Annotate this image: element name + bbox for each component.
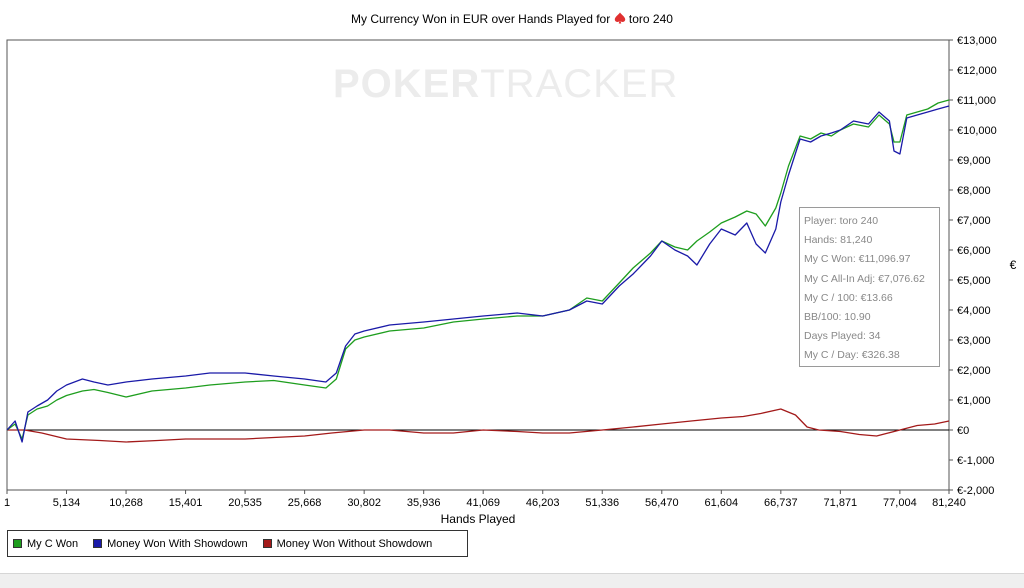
y-tick-label: €6,000 [957, 245, 991, 257]
chart-title: My Currency Won in EUR over Hands Played… [0, 12, 1024, 26]
tooltip-player: Player: toro 240 [804, 215, 879, 227]
chart-title-player: toro 240 [628, 12, 673, 26]
x-tick-label: 71,871 [824, 497, 858, 509]
y-tick-label: €10,000 [957, 125, 997, 137]
y-tick-label: €-2,000 [957, 485, 994, 497]
stats-tooltip: Player: toro 240 Hands: 81,240 My C Won:… [799, 207, 940, 367]
legend-item-without-showdown[interactable]: Money Won Without Showdown [262, 537, 433, 550]
y-axis-title: € [1010, 258, 1017, 272]
series-line-money-won-without-showdown [7, 408, 950, 443]
x-tick-label: 56,470 [645, 497, 679, 509]
y-tick-label: €2,000 [957, 365, 991, 377]
x-tick-label: 51,336 [585, 497, 619, 509]
x-tick-label: 15,401 [169, 497, 203, 509]
y-tick-label: €5,000 [957, 275, 991, 287]
legend-item-with-showdown[interactable]: Money Won With Showdown [93, 537, 248, 550]
window-bottom-bar [0, 573, 1024, 588]
x-tick-label: 25,668 [288, 497, 322, 509]
legend-label: Money Won Without Showdown [276, 537, 433, 550]
y-tick-label: €1,000 [957, 395, 991, 407]
tooltip-hands: Hands: 81,240 [804, 234, 873, 247]
x-tick-label: 77,004 [883, 497, 917, 509]
x-tick-label: 30,802 [347, 497, 381, 509]
y-tick-label: €13,000 [957, 35, 997, 47]
legend-swatch-blue [93, 539, 103, 548]
tooltip-per-100: My C / 100: €13.66 [804, 291, 893, 304]
x-tick-label: 46,203 [526, 497, 560, 509]
pokertracker-watermark: POKERTRACKER [333, 62, 679, 106]
chart-plot: €-2,000 €-1,000 €0 €1,000 €2,000 €3,000 €4,000… [4, 35, 1017, 526]
x-tick-label: 20,535 [228, 497, 262, 509]
x-tick-label: 10,268 [109, 497, 143, 509]
x-tick-label: 1 [4, 497, 10, 509]
series-line-money-won-with-showdown [6, 105, 950, 443]
tooltip-days-played: Days Played: 34 [804, 330, 881, 343]
y-tick-label: €-1,000 [957, 455, 994, 467]
x-axis-title: Hands Played [441, 512, 516, 526]
spade-icon [614, 12, 625, 24]
legend-label: Money Won With Showdown [107, 537, 248, 550]
y-tick-label: €11,000 [957, 95, 996, 107]
y-tick-label: €12,000 [957, 65, 997, 77]
plot-frame [6, 39, 950, 491]
tooltip-allin-adj: My C All-In Adj: €7,076.62 [804, 272, 925, 285]
chart-legend: My C Won Money Won With Showdown Money W… [7, 530, 468, 557]
y-tick-label: €9,000 [957, 155, 991, 167]
y-tick-label: €4,000 [957, 305, 991, 317]
x-tick-label: 61,604 [704, 497, 738, 509]
tooltip-per-day: My C / Day: €326.38 [804, 349, 900, 362]
legend-item-my-c-won[interactable]: My C Won [13, 538, 78, 550]
legend-swatch-red [262, 539, 272, 548]
legend-swatch-green [13, 539, 22, 548]
tooltip-won: My C Won: €11,096.97 [804, 253, 911, 266]
x-tick-label: 35,936 [407, 497, 441, 509]
x-tick-label: 66,737 [764, 497, 798, 509]
tooltip-bb-100: BB/100: 10.90 [804, 311, 871, 324]
x-tick-label: 41,069 [466, 497, 500, 509]
y-tick-label: €0 [957, 425, 969, 437]
x-tick-label: 81,240 [932, 497, 966, 509]
chart-title-prefix: My Currency Won in EUR over Hands Played… [351, 12, 611, 26]
legend-label: My C Won [27, 537, 79, 550]
y-tick-label: €7,000 [957, 215, 991, 227]
y-tick-label: €3,000 [957, 335, 991, 347]
y-tick-label: €8,000 [957, 185, 991, 197]
series-line-my-c-won [6, 99, 950, 440]
x-tick-label: 5,134 [53, 497, 81, 509]
